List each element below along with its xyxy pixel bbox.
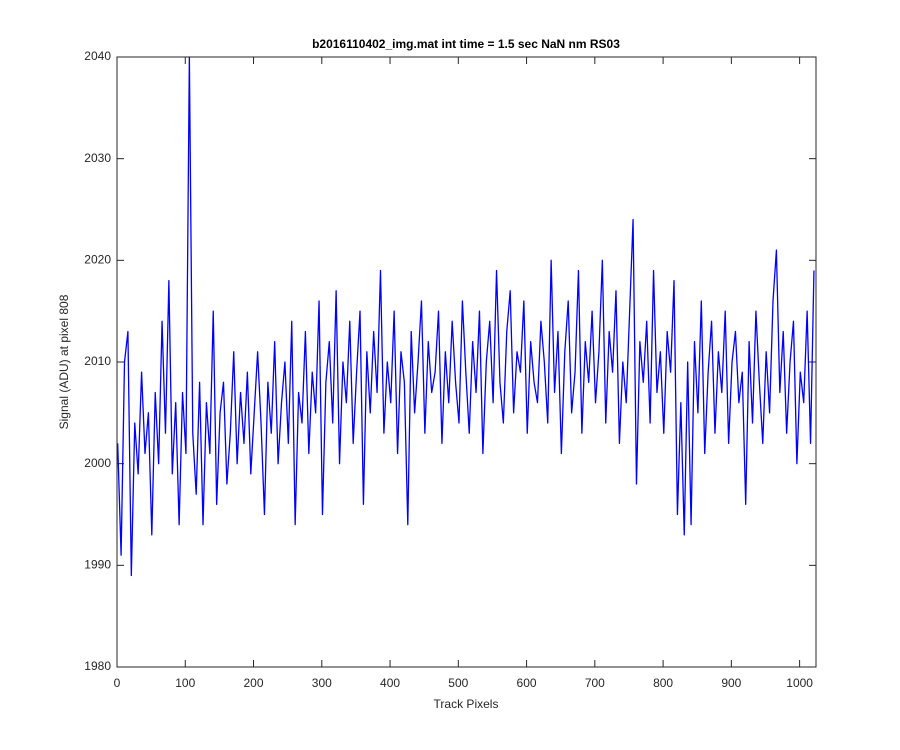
- x-tick-label: 300: [312, 676, 332, 690]
- x-tick-label: 700: [585, 676, 605, 690]
- y-tick-label: 2010: [84, 354, 111, 368]
- y-tick-label: 2000: [84, 456, 111, 470]
- y-axis-label: Signal (ADU) at pixel 808: [57, 294, 71, 429]
- chart-title: b2016110402_img.mat int time = 1.5 sec N…: [312, 37, 620, 51]
- x-tick-label: 400: [380, 676, 400, 690]
- y-tick-label: 2020: [84, 253, 111, 267]
- x-tick-label: 800: [653, 676, 673, 690]
- x-tick-label: 100: [175, 676, 195, 690]
- x-tick-label: 200: [244, 676, 264, 690]
- axes-box: [116, 56, 817, 668]
- y-tick-label: 1990: [84, 558, 111, 572]
- x-tick-label: 600: [517, 676, 537, 690]
- x-tick-label: 500: [448, 676, 468, 690]
- y-tick-label: 1980: [84, 659, 111, 673]
- x-tick-label: 0: [114, 676, 121, 690]
- data-line: [117, 56, 815, 577]
- y-tick-label: 2030: [84, 151, 111, 165]
- x-axis-label: Track Pixels: [434, 697, 499, 711]
- x-tick-label: 900: [721, 676, 741, 690]
- y-tick-label: 2040: [84, 49, 111, 63]
- x-tick-label: 1000: [786, 676, 813, 690]
